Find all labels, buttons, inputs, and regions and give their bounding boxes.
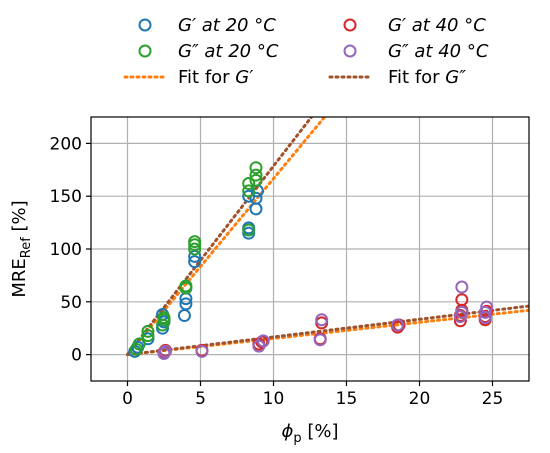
x-axis-label-subscript: p <box>293 431 301 446</box>
legend-plain-fit-g-dprime: Fit for <box>388 67 445 88</box>
fit-line-0-0 <box>126 117 327 357</box>
data-point-series-3 <box>195 344 209 358</box>
y-axis-label-unit: [%] <box>9 200 30 231</box>
y-tick-label: 150 <box>50 187 82 207</box>
data-point-series-3 <box>480 300 494 314</box>
legend-marker-g-dprime-20 <box>138 44 152 58</box>
data-point-series-1 <box>188 242 202 256</box>
data-point-series-3 <box>315 313 329 327</box>
legend-label-g-prime-40: G′ at 40 °C <box>388 15 486 36</box>
x-tick-label: 5 <box>195 389 206 409</box>
legend-sym-fit-g-dprime: G″ <box>445 67 466 88</box>
legend-sym-g-prime-40: G′ <box>388 15 406 36</box>
fit-line-1-1 <box>126 304 529 357</box>
data-point-series-0 <box>177 309 191 323</box>
y-axis-label: MRERef [%] <box>9 200 34 297</box>
data-points <box>128 161 494 361</box>
legend-sym-g-dprime-40: G″ <box>388 41 409 62</box>
y-tick-label: 200 <box>50 134 82 154</box>
x-tick-label: 20 <box>409 389 431 409</box>
legend-label-fit-g-prime: Fit for G′ <box>178 67 253 88</box>
legend-label-g-prime-20: G′ at 20 °C <box>178 15 276 36</box>
data-point-series-1 <box>249 168 263 182</box>
data-point-series-1 <box>141 329 155 343</box>
data-point-series-0 <box>249 191 263 205</box>
y-tick-label: 100 <box>50 240 82 260</box>
legend-rest-g-dprime-20: at 20 °C <box>199 41 279 62</box>
data-point-series-0 <box>179 297 193 311</box>
x-tick-label: 25 <box>482 389 504 409</box>
grid-lines <box>91 117 529 381</box>
data-point-series-2 <box>455 293 469 307</box>
legend-label-g-dprime-40: G″ at 40 °C <box>388 41 489 62</box>
legend-marker-g-prime-20 <box>138 18 152 32</box>
data-point-series-0 <box>242 189 256 203</box>
x-tick-label: 10 <box>263 389 285 409</box>
data-point-series-1 <box>188 235 202 249</box>
legend-sym-g-dprime-20: G″ <box>178 41 199 62</box>
data-point-series-1 <box>179 279 193 293</box>
y-axis-label-subscript: Ref <box>19 237 34 258</box>
tick-labels: 0 5 10 15 20 25 0 50 100 150 200 <box>50 134 504 409</box>
data-point-series-3 <box>158 344 172 358</box>
legend-plain-fit-g-prime: Fit for <box>178 67 235 88</box>
data-point-series-1 <box>242 223 256 237</box>
data-point-series-3 <box>455 280 469 294</box>
data-point-series-3 <box>256 334 270 348</box>
data-point-series-0 <box>249 202 263 216</box>
y-axis-label-main: MRE <box>9 258 30 297</box>
data-point-series-1 <box>156 318 170 332</box>
data-point-series-1 <box>157 311 171 325</box>
legend-sym-fit-g-prime: G′ <box>235 67 253 88</box>
x-axis-label-symbol: ϕ <box>281 421 293 442</box>
data-point-series-1 <box>132 337 146 351</box>
data-point-series-1 <box>249 173 263 187</box>
data-point-series-3 <box>313 333 327 347</box>
legend-sym-g-prime-20: G′ <box>178 15 196 36</box>
x-tick-label: 15 <box>336 389 358 409</box>
data-point-series-1 <box>141 324 155 338</box>
legend-rest-g-prime-20: at 20 °C <box>196 15 276 36</box>
data-point-series-1 <box>242 184 256 198</box>
data-point-series-1 <box>242 177 256 191</box>
data-point-series-1 <box>249 161 263 175</box>
x-tick-label: 0 <box>122 389 133 409</box>
fit-line-1-0 <box>126 117 313 357</box>
legend-marker-g-prime-40 <box>343 18 357 32</box>
data-point-series-3 <box>478 305 492 319</box>
x-axis-label-unit: [%] <box>307 421 338 442</box>
y-tick-label: 50 <box>60 293 82 313</box>
legend-marker-g-dprime-40 <box>343 44 357 58</box>
data-point-series-3 <box>391 318 405 332</box>
x-axis-label: ϕp [%] <box>281 421 338 446</box>
legend-label-fit-g-dprime: Fit for G″ <box>388 67 466 88</box>
data-point-series-0 <box>188 255 202 269</box>
legend-rest-g-prime-40: at 40 °C <box>406 15 486 36</box>
legend-rest-g-dprime-40: at 40 °C <box>409 41 489 62</box>
y-tick-label: 0 <box>71 346 82 366</box>
data-point-series-3 <box>455 305 469 319</box>
legend: G′ at 20 °C G″ at 20 °C Fit for G′ G′ at… <box>123 15 489 88</box>
legend-label-g-dprime-20: G″ at 20 °C <box>178 41 279 62</box>
